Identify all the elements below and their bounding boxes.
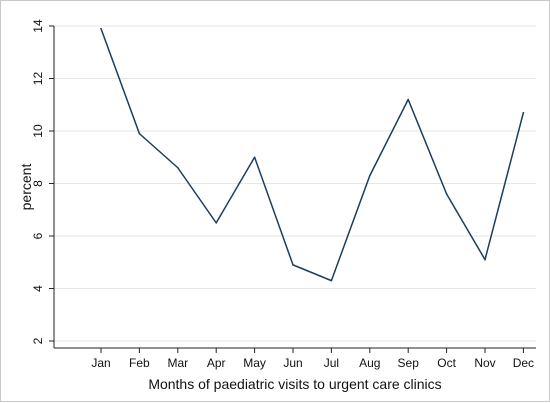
- data-point: [215, 222, 217, 224]
- x-tick-label: Jan: [91, 356, 110, 370]
- x-tick-label: Sep: [398, 356, 420, 370]
- y-tick-label: 4: [31, 285, 45, 292]
- y-tick-label: 10: [31, 124, 45, 138]
- x-ticks: Jan Feb Mar Apr May Jun Jul Aug Sep Oct Nov Dec: [91, 348, 534, 370]
- x-tick-label: Apr: [207, 356, 226, 370]
- data-point: [292, 264, 294, 266]
- data-point: [445, 193, 448, 195]
- data-point: [522, 111, 525, 114]
- data-point: [253, 156, 256, 159]
- data-point: [484, 258, 486, 261]
- x-tick-label: Feb: [129, 356, 150, 370]
- x-tick-label: Jul: [324, 356, 339, 370]
- data-point: [407, 98, 410, 101]
- y-tick-label: 8: [31, 180, 45, 187]
- x-tick-label: Mar: [167, 356, 188, 370]
- y-axis-title: percent: [18, 164, 34, 211]
- x-tick-label: Aug: [359, 356, 380, 370]
- gridlines: [54, 25, 536, 342]
- y-tick-label: 14: [31, 19, 45, 33]
- x-tick-label: May: [243, 356, 266, 370]
- y-tick-label: 2: [31, 337, 45, 344]
- series-line: [100, 28, 525, 282]
- x-tick-label: Jun: [283, 356, 302, 370]
- data-point: [100, 27, 102, 30]
- data-point: [177, 166, 179, 169]
- y-tick-label: 12: [31, 72, 45, 86]
- x-tick-label: Dec: [513, 356, 534, 370]
- y-tick-label: 6: [31, 232, 45, 239]
- data-point: [369, 174, 371, 177]
- x-axis-title: Months of paediatric visits to urgent ca…: [148, 376, 441, 392]
- y-ticks: 2 4 6 8 10 12 14: [31, 19, 54, 344]
- x-tick-label: Oct: [437, 356, 456, 370]
- data-point: [138, 132, 141, 135]
- x-tick-label: Nov: [474, 356, 495, 370]
- data-point: [330, 279, 333, 282]
- data-points: [100, 27, 525, 282]
